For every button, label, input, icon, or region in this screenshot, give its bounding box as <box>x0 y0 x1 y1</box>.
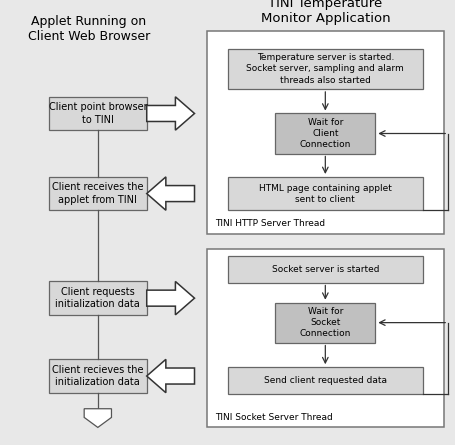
Bar <box>49 177 147 210</box>
Text: Client point browser
to TINI: Client point browser to TINI <box>49 102 147 125</box>
Bar <box>275 303 375 343</box>
Bar <box>228 256 423 283</box>
Text: Applet Running on
Client Web Browser: Applet Running on Client Web Browser <box>28 15 150 43</box>
Polygon shape <box>147 177 195 210</box>
Bar <box>228 49 423 89</box>
Text: Wait for
Socket
Connection: Wait for Socket Connection <box>300 307 351 338</box>
Polygon shape <box>147 360 195 393</box>
Bar <box>49 360 147 393</box>
Bar <box>275 113 375 154</box>
Text: TINI HTTP Server Thread: TINI HTTP Server Thread <box>215 219 325 228</box>
Bar <box>228 367 423 394</box>
Text: Client requests
initialization data: Client requests initialization data <box>56 287 140 309</box>
Text: Client recieves the
initialization data: Client recieves the initialization data <box>52 365 144 387</box>
Bar <box>228 177 423 210</box>
Bar <box>49 281 147 315</box>
Text: TINI Socket Server Thread: TINI Socket Server Thread <box>215 413 333 422</box>
Bar <box>207 249 444 427</box>
Text: HTML page containing applet
sent to client: HTML page containing applet sent to clie… <box>259 183 392 204</box>
Text: TINI Temperature
Monitor Application: TINI Temperature Monitor Application <box>261 0 390 25</box>
Polygon shape <box>84 409 111 427</box>
Text: Wait for
Client
Connection: Wait for Client Connection <box>300 118 351 149</box>
Polygon shape <box>147 97 195 130</box>
Polygon shape <box>147 282 195 315</box>
Text: Temperature server is started.
Socket server, sampling and alarm
threads also st: Temperature server is started. Socket se… <box>247 53 404 85</box>
Text: Socket server is started: Socket server is started <box>272 265 379 274</box>
Text: Send client requested data: Send client requested data <box>264 376 387 385</box>
Bar <box>49 97 147 130</box>
Text: Client receives the
applet from TINI: Client receives the applet from TINI <box>52 182 144 205</box>
Bar <box>207 31 444 234</box>
